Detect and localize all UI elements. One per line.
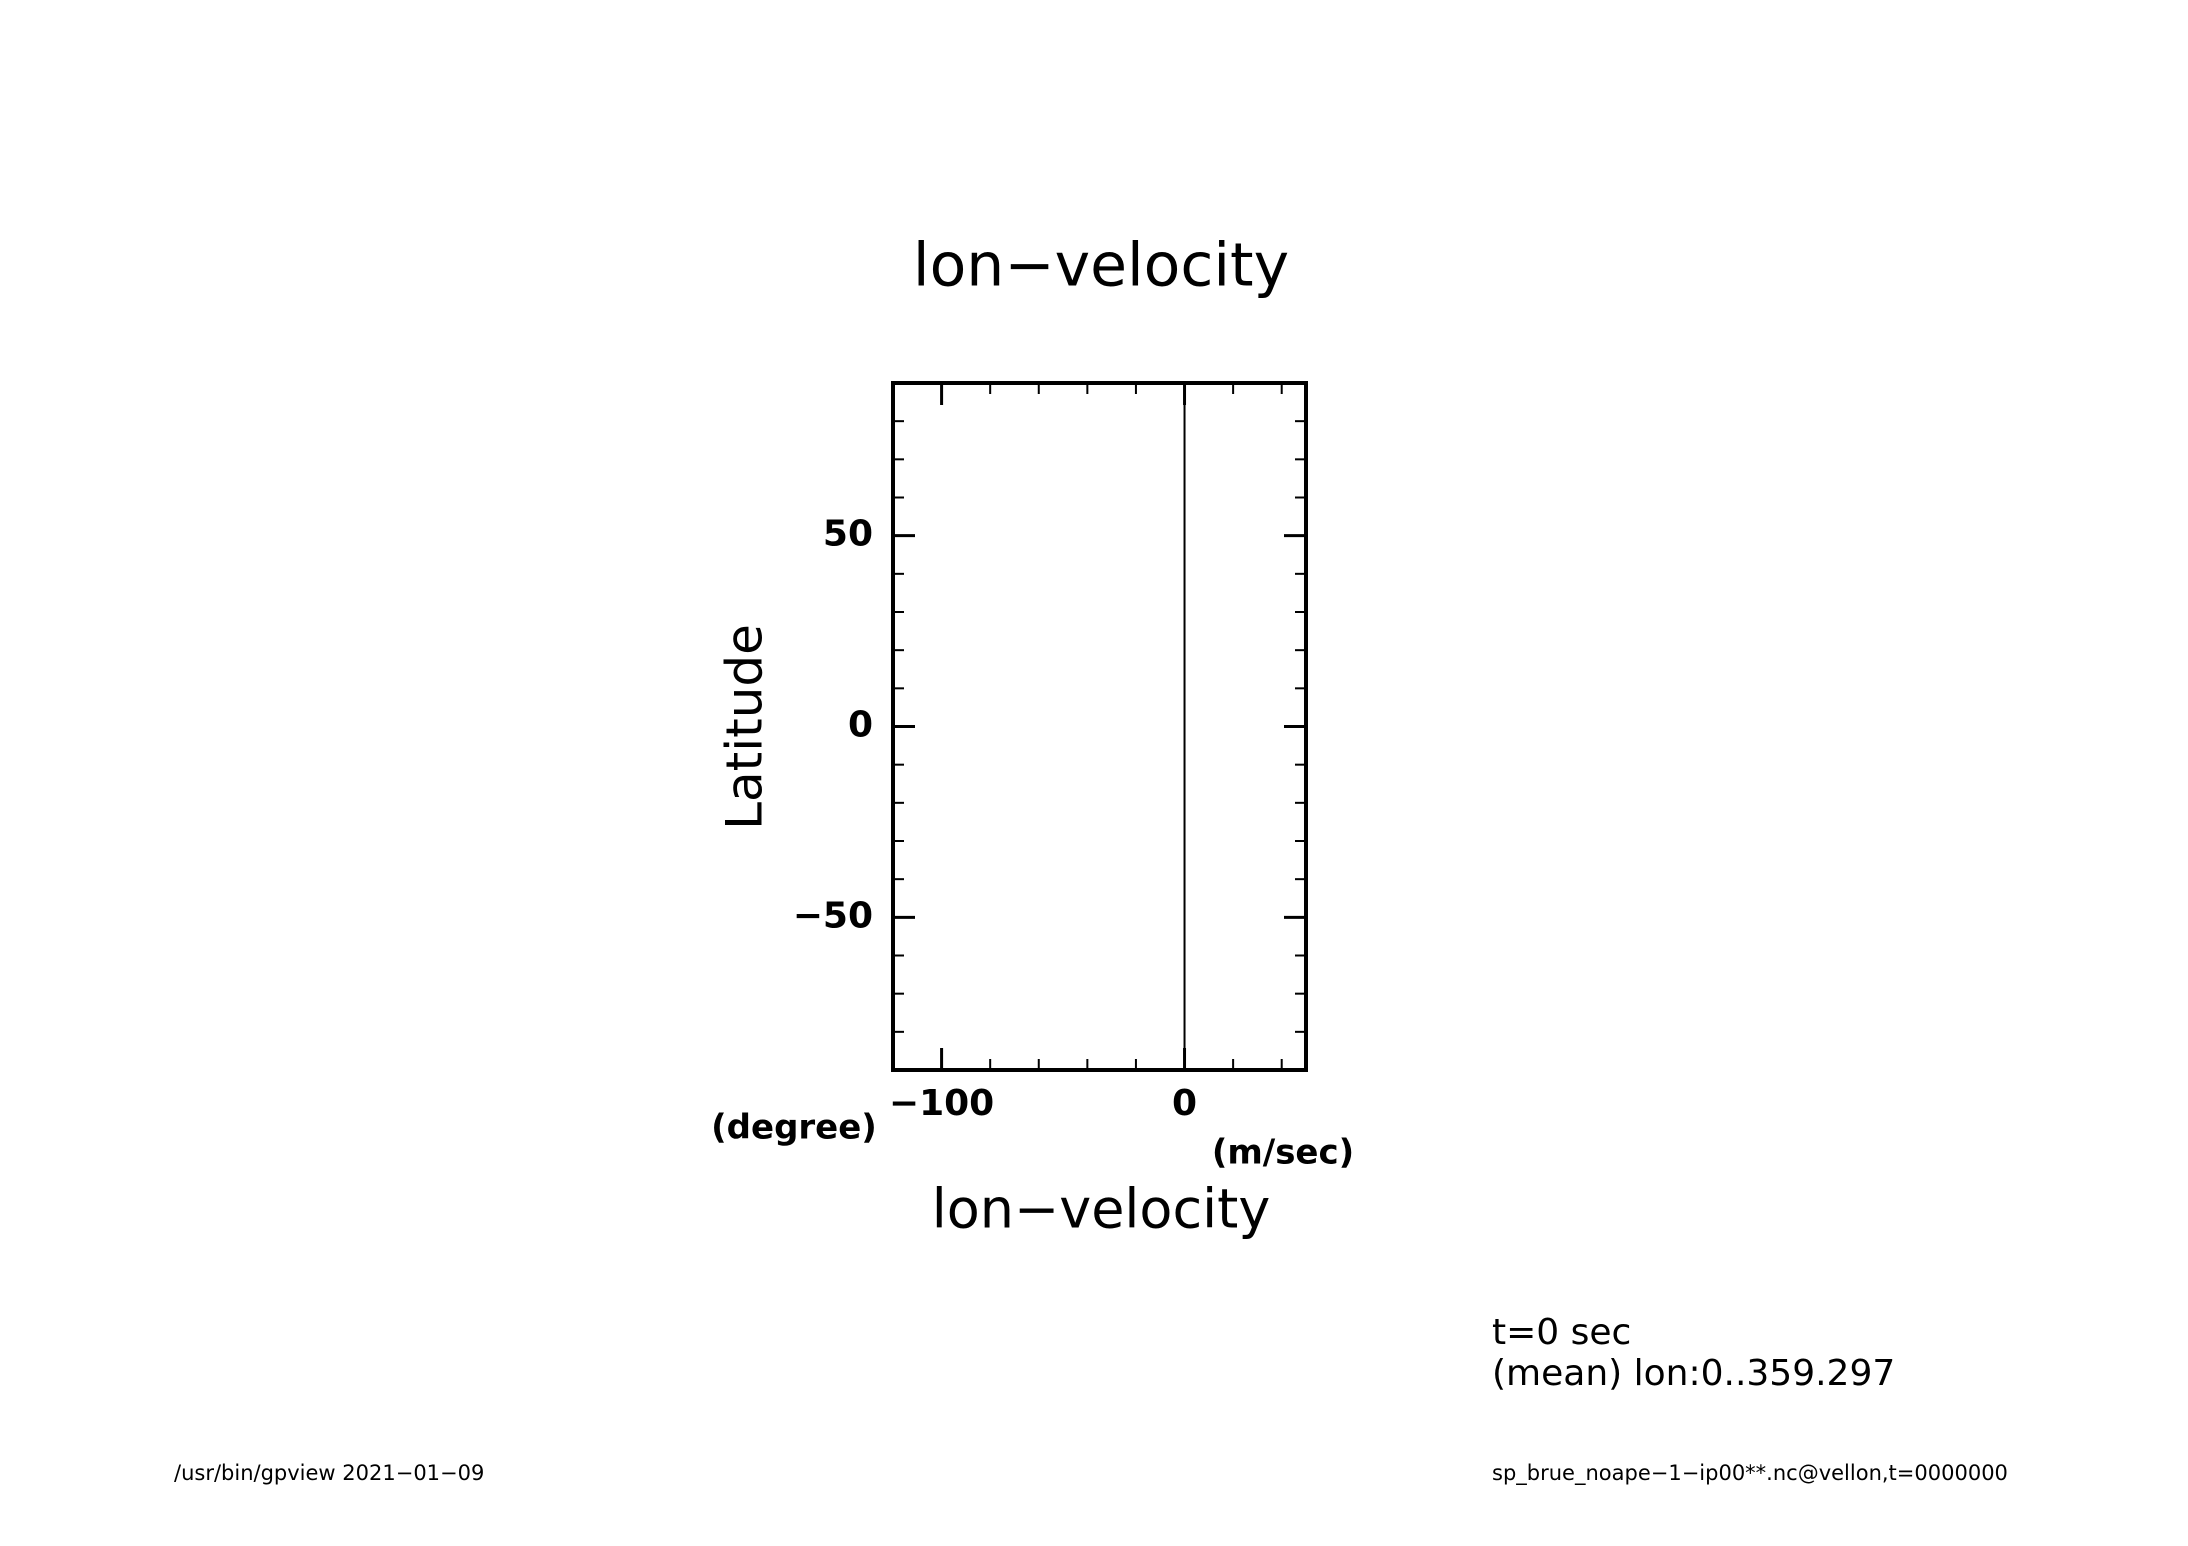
y-tick-label: −50 <box>793 895 873 936</box>
x-tick-label: −100 <box>889 1083 994 1124</box>
y-tick-label: 0 <box>848 705 873 746</box>
annotation: t=0 sec <box>1492 1312 1631 1353</box>
y-tick-label: 50 <box>823 514 873 555</box>
y-axis-unit: (degree) <box>711 1108 877 1148</box>
plot-frame <box>891 381 1308 1072</box>
x-axis-label: lon−velocity <box>932 1178 1271 1241</box>
x-axis-unit: (m/sec) <box>1212 1133 1354 1173</box>
y-axis-label: Latitude <box>716 624 774 830</box>
footer-left: /usr/bin/gpview 2021−01−09 <box>174 1461 484 1485</box>
annotation: (mean) lon:0..359.297 <box>1492 1353 1895 1394</box>
chart-title: lon−velocity <box>913 231 1289 301</box>
x-tick-label: 0 <box>1172 1083 1197 1124</box>
footer-right: sp_brue_noape−1−ip00**.nc@vellon,t=00000… <box>1492 1461 2008 1486</box>
